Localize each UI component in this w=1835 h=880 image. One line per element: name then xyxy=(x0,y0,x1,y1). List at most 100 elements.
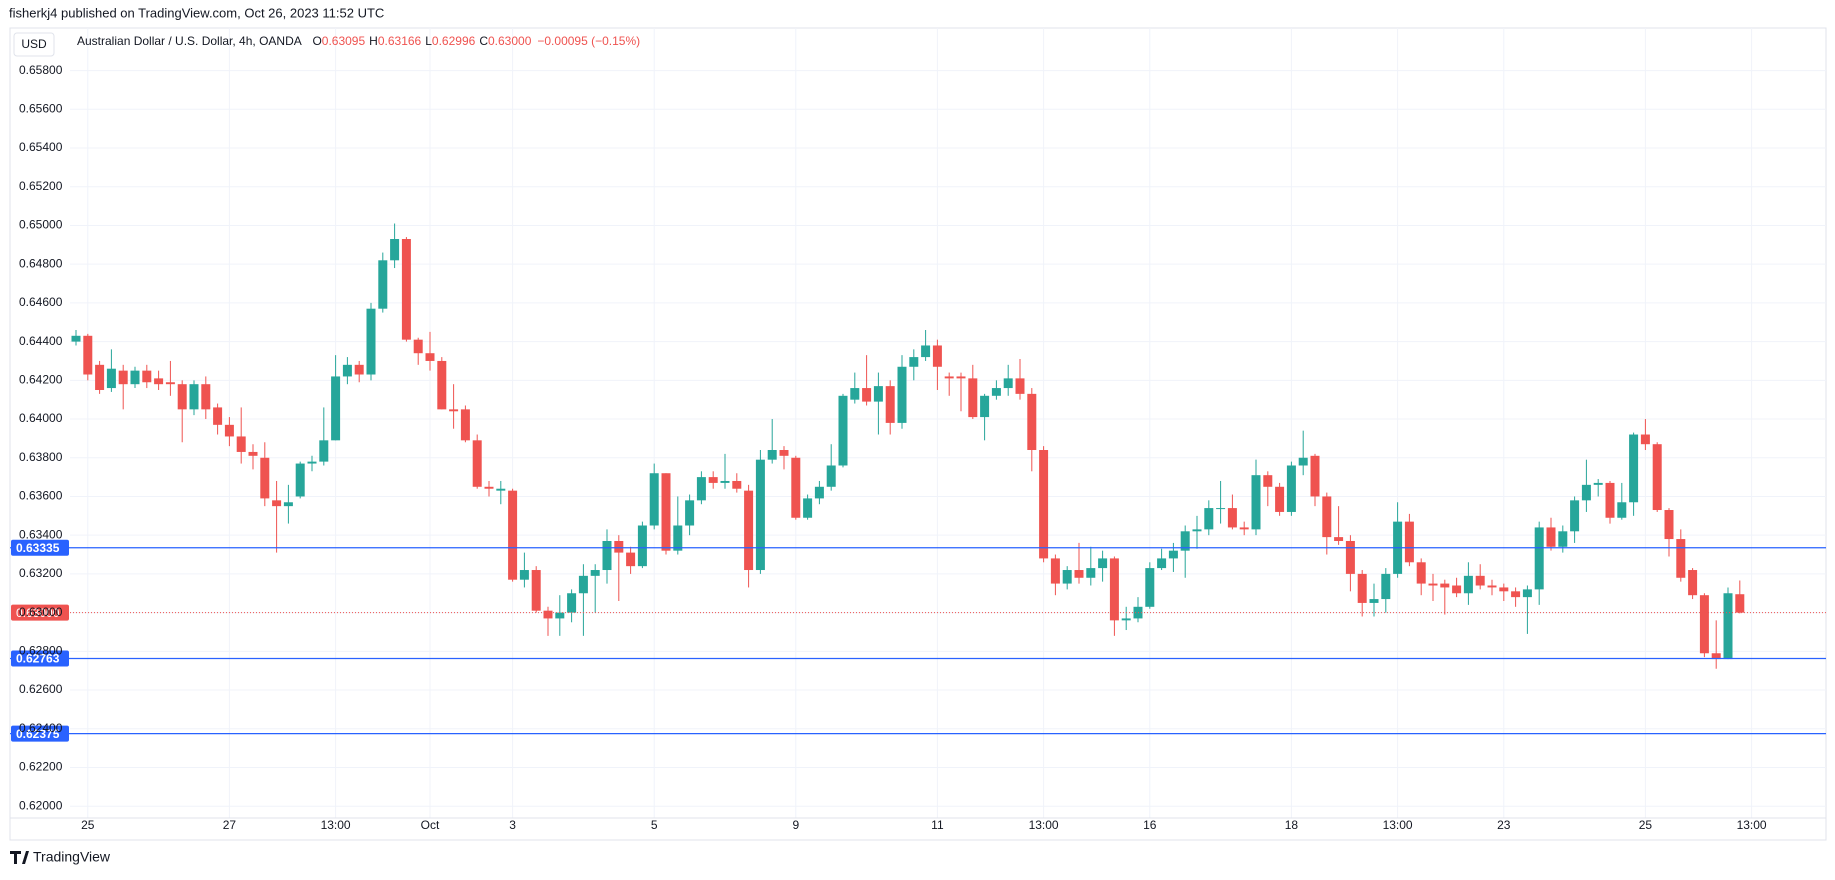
ohlc-value: 0.62996 xyxy=(432,34,476,48)
candle-body xyxy=(1263,475,1273,487)
candle-body xyxy=(283,502,293,507)
candle-body xyxy=(909,357,919,367)
candle-body xyxy=(1157,558,1167,569)
candle-body xyxy=(767,450,777,460)
candle-body xyxy=(71,335,81,342)
candle-body xyxy=(1062,570,1072,584)
candle-body xyxy=(826,465,836,487)
ohlc-key: O xyxy=(312,34,321,48)
candle-body xyxy=(1050,558,1060,584)
candle-body xyxy=(460,409,470,441)
price-label-box xyxy=(11,650,69,667)
candle-body xyxy=(1074,570,1084,578)
x-tick-label: 25 xyxy=(1639,818,1653,832)
candle-body xyxy=(189,384,199,410)
candle-body xyxy=(1711,653,1721,660)
published-note: fisherkj4 published on TradingView.com, … xyxy=(9,5,384,20)
y-tick-label: 0.64400 xyxy=(19,334,63,348)
candle-body xyxy=(1251,475,1261,530)
candle-body xyxy=(354,364,364,375)
candle-body xyxy=(1534,527,1544,590)
footer-brand: TradingView xyxy=(33,849,111,865)
candle-body xyxy=(1003,378,1013,389)
candle-body xyxy=(1192,529,1202,532)
x-tick-label: 13:00 xyxy=(321,818,351,832)
candle-body xyxy=(637,525,647,567)
price-lines: 0.63335 0.62763 0.62375 0.63000 xyxy=(10,539,1826,742)
ohlc-key: L xyxy=(425,34,432,48)
x-tick-label: 16 xyxy=(1143,818,1157,832)
candle-body xyxy=(224,424,234,437)
candle-body xyxy=(732,480,742,489)
x-tick-label: 25 xyxy=(81,818,95,832)
candle-body xyxy=(1546,527,1556,547)
candle-body xyxy=(1558,531,1568,547)
candle-body xyxy=(307,461,317,464)
candle-body xyxy=(661,473,671,551)
y-tick-label: 0.63000 xyxy=(19,605,63,619)
candle-body xyxy=(437,360,447,410)
candle-body xyxy=(673,525,683,551)
last-price-box xyxy=(11,604,69,621)
candle-body xyxy=(401,239,411,340)
x-tick-label: 13:00 xyxy=(1383,818,1413,832)
y-tick-label: 0.63600 xyxy=(19,489,63,503)
candle-body xyxy=(106,368,116,389)
candle-body xyxy=(614,540,624,553)
x-tick-label: 13:00 xyxy=(1737,818,1767,832)
candle-body xyxy=(342,364,352,377)
candle-body xyxy=(1688,570,1698,596)
currency: USD xyxy=(21,37,47,51)
candle-body xyxy=(567,593,577,613)
candle-body xyxy=(814,486,824,499)
ohlc-value: 0.63000 xyxy=(488,34,532,48)
candle-body xyxy=(1664,510,1674,540)
candle-body xyxy=(248,451,258,456)
candle-body xyxy=(1440,583,1450,588)
candle-body xyxy=(1145,568,1155,607)
candle-body xyxy=(1216,508,1226,510)
ohlc-value: 0.63166 xyxy=(378,34,422,48)
candle-body xyxy=(508,490,518,580)
candle-body xyxy=(779,450,789,456)
candle-body xyxy=(850,388,860,400)
candle-body xyxy=(932,345,942,367)
y-tick-label: 0.65800 xyxy=(19,63,63,77)
candle-body xyxy=(590,570,600,576)
candle-body xyxy=(626,552,636,567)
candle-body xyxy=(1723,593,1733,660)
x-tick-label: 27 xyxy=(223,818,237,832)
candle-body xyxy=(1629,434,1639,503)
price-label: 0.63335 xyxy=(16,541,60,555)
candle-body xyxy=(95,364,105,390)
candle-body xyxy=(154,378,164,385)
candle-body xyxy=(755,459,765,571)
candle-body xyxy=(177,384,187,410)
candle-body xyxy=(1735,594,1745,613)
candle-body xyxy=(425,353,435,361)
candle-body xyxy=(873,386,883,402)
ohlc-value: 0.63095 xyxy=(322,34,366,48)
candle-body xyxy=(1676,539,1686,578)
candle-body xyxy=(649,473,659,526)
candle-body xyxy=(165,382,175,385)
candle-body xyxy=(413,339,423,354)
change: −0.00095 (−0.15%) xyxy=(537,34,640,48)
candle-body xyxy=(696,477,706,501)
candle-body xyxy=(720,480,730,483)
symbol-legend: Australian Dollar / U.S. Dollar, 4h, OAN… xyxy=(77,34,640,48)
candle-body xyxy=(1617,502,1627,518)
candle-body xyxy=(921,345,931,358)
candle-body xyxy=(991,388,1001,396)
candle-body xyxy=(130,370,140,385)
candle-body xyxy=(484,486,494,489)
x-tick-label: 3 xyxy=(509,818,516,832)
candle-body xyxy=(885,386,895,423)
y-tick-label: 0.63400 xyxy=(19,527,63,541)
candle-body xyxy=(555,612,565,619)
candle-body xyxy=(791,457,801,518)
y-tick-label: 0.65200 xyxy=(19,179,63,193)
candle-body xyxy=(1286,465,1296,512)
price-label: 0.62763 xyxy=(16,652,60,666)
y-tick-label: 0.64200 xyxy=(19,372,63,386)
